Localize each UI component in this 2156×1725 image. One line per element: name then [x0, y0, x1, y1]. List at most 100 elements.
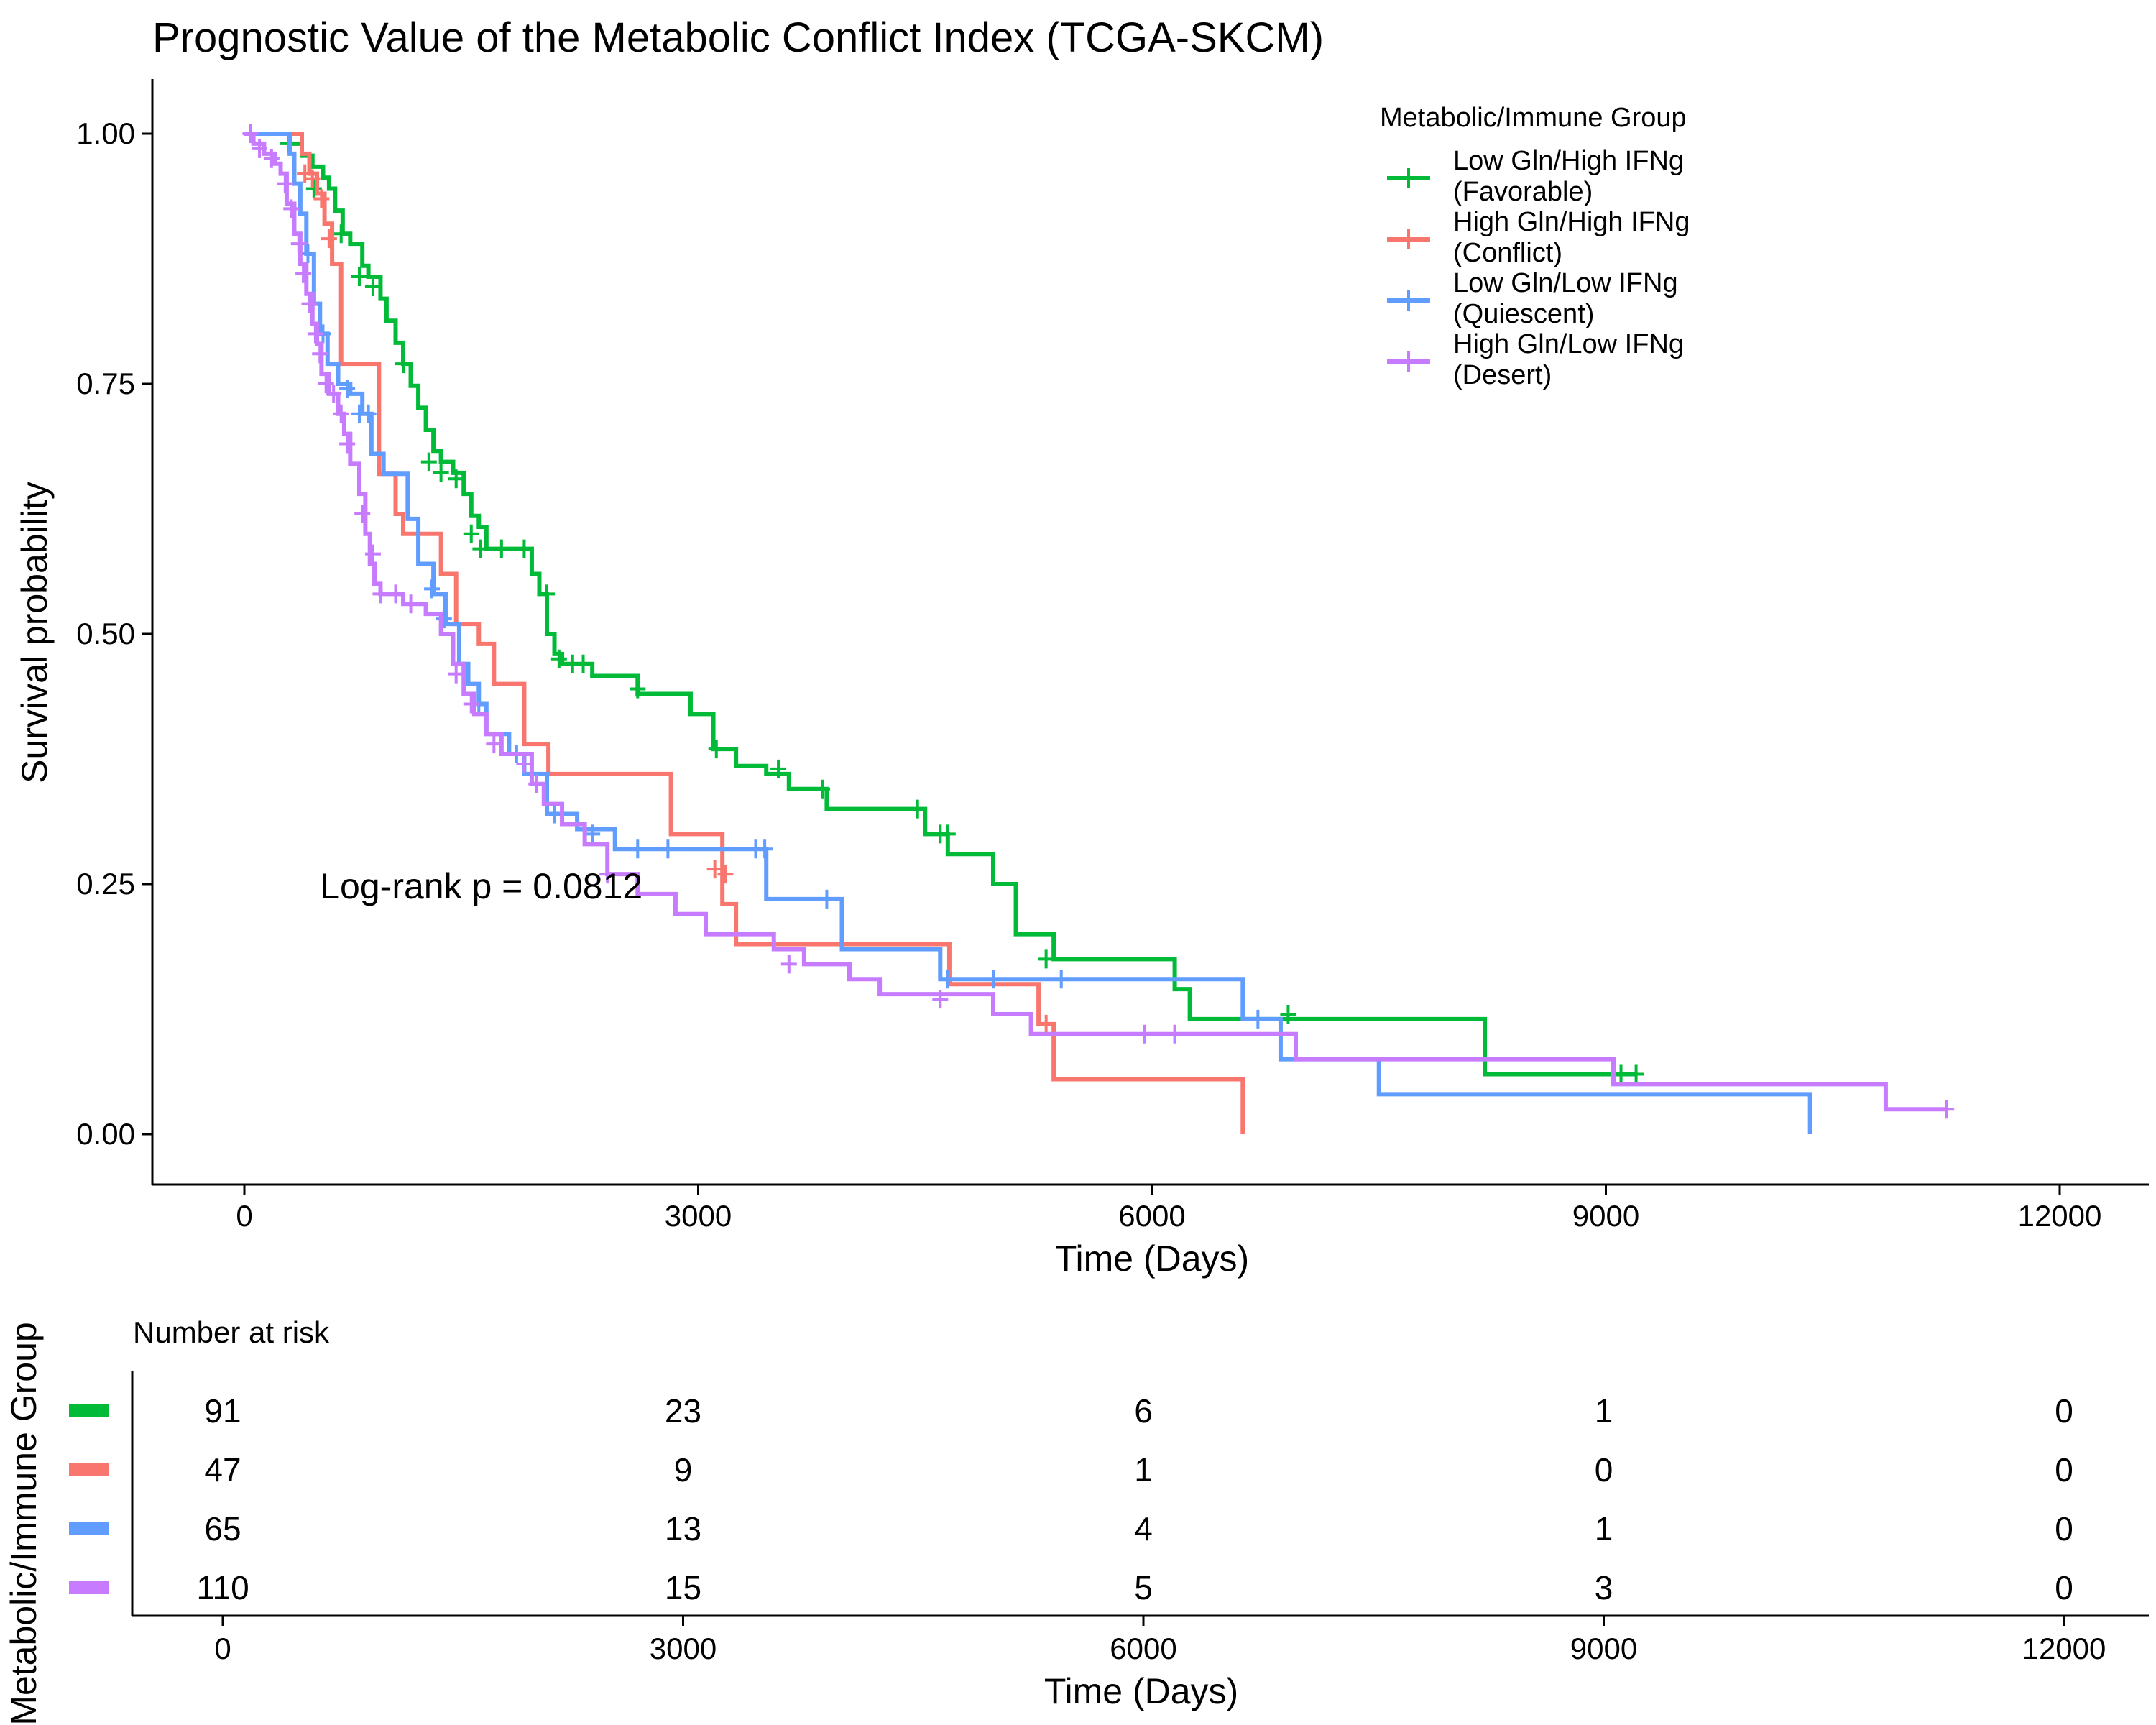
legend: Metabolic/Immune Group Low Gln/High IFNg… — [1380, 103, 1690, 390]
censor-mark — [1053, 970, 1069, 989]
risk-count: 47 — [204, 1451, 241, 1489]
censor-mark — [339, 379, 356, 398]
censor-mark — [307, 324, 323, 344]
censor-mark — [312, 344, 328, 364]
series-2 — [244, 132, 1245, 1134]
censor-mark — [550, 649, 567, 668]
censor-mark — [448, 469, 464, 489]
legend-title: Metabolic/Immune Group — [1380, 103, 1687, 133]
log-rank-annotation: Log-rank p = 0.0812 — [320, 866, 642, 906]
censor-mark — [575, 654, 591, 673]
censor-mark — [1280, 1004, 1296, 1024]
censor-mark — [706, 860, 723, 879]
censor-mark — [1038, 1014, 1054, 1034]
censor-mark — [263, 149, 280, 168]
censor-mark — [295, 264, 312, 283]
censor-mark — [539, 584, 555, 604]
censor-mark — [909, 799, 926, 819]
x-tick-label: 3000 — [665, 1199, 732, 1233]
censor-mark — [708, 740, 724, 759]
legend-items: Low Gln/High IFNg(Favorable)High Gln/Hig… — [1387, 146, 1690, 390]
y-tick-label: 1.00 — [76, 116, 135, 150]
censor-mark — [313, 189, 330, 208]
censor-mark — [387, 584, 404, 604]
x-tick-label: 6000 — [1118, 1199, 1185, 1233]
risk-x-tick-label: 3000 — [650, 1632, 717, 1665]
censor-mark — [351, 267, 367, 287]
risk-x-tick-label: 6000 — [1110, 1632, 1176, 1665]
censor-mark — [433, 463, 449, 482]
y-tick-label: 0.50 — [76, 617, 135, 650]
censor-mark — [1136, 1024, 1153, 1044]
censor-mark — [1038, 949, 1054, 969]
censor-mark — [939, 824, 956, 844]
censor-mark — [546, 804, 563, 824]
risk-count: 0 — [2055, 1510, 2073, 1547]
legend-item: Low Gln/Low IFNg(Quiescent) — [1387, 268, 1678, 329]
censor-mark — [301, 294, 318, 313]
risk-count: 1 — [1134, 1451, 1153, 1489]
risk-row: 91 23 6 1 0 — [69, 1392, 2073, 1430]
censor-mark — [660, 840, 676, 859]
legend-label: High Gln/High IFNg — [1453, 207, 1690, 237]
censor-mark — [472, 539, 489, 558]
risk-count: 5 — [1134, 1569, 1153, 1606]
censor-mark — [364, 277, 381, 296]
legend-label: (Desert) — [1453, 360, 1552, 390]
x-axis-ticks: 0 3000 6000 9000 12000 — [236, 1184, 2101, 1233]
censor-mark — [326, 384, 342, 403]
risk-table-title: Number at risk — [133, 1315, 330, 1349]
risk-x-tick-label: 12000 — [2022, 1632, 2106, 1665]
censor-mark — [516, 754, 533, 773]
y-axis-ticks: 0.00 0.25 0.50 0.75 1.00 — [76, 116, 152, 1151]
survival-curve-line — [244, 132, 1812, 1134]
censor-mark — [448, 664, 464, 684]
censor-mark — [516, 539, 533, 558]
legend-label: Low Gln/High IFNg — [1453, 146, 1684, 176]
censor-mark — [395, 354, 412, 374]
risk-count: 3 — [1595, 1569, 1613, 1606]
censor-mark — [290, 234, 307, 254]
legend-label: Low Gln/Low IFNg — [1453, 268, 1678, 298]
risk-count: 0 — [2055, 1392, 2073, 1430]
censor-mark — [717, 865, 734, 884]
risk-row: 65 13 4 1 0 — [69, 1510, 2073, 1547]
risk-x-axis-ticks: 0 3000 6000 9000 12000 — [214, 1616, 2106, 1665]
chart-title: Prognostic Value of the Metabolic Confli… — [152, 14, 1324, 61]
censor-mark — [814, 779, 831, 799]
survival-curve-line — [244, 132, 1636, 1077]
censor-mark — [630, 840, 646, 859]
censor-mark — [364, 544, 381, 564]
censor-mark — [300, 244, 316, 264]
censor-mark — [420, 452, 437, 472]
censor-mark — [333, 224, 349, 244]
x-tick-label: 0 — [236, 1199, 252, 1233]
censor-mark — [493, 539, 510, 558]
risk-x-tick-label: 9000 — [1570, 1632, 1637, 1665]
legend-label: (Quiescent) — [1453, 299, 1594, 329]
series-4 — [242, 124, 1955, 1119]
censor-mark — [1613, 1064, 1629, 1084]
censor-mark — [1938, 1100, 1955, 1119]
censor-mark — [304, 169, 321, 188]
censor-mark — [354, 504, 371, 523]
censor-mark — [932, 990, 949, 1009]
legend-label: (Favorable) — [1453, 177, 1593, 207]
censor-mark — [1250, 1009, 1266, 1029]
risk-count: 0 — [2055, 1569, 2073, 1606]
censor-mark — [402, 594, 419, 614]
survival-curve-line — [244, 132, 1245, 1134]
legend-label: (Conflict) — [1453, 238, 1562, 268]
risk-count: 15 — [665, 1569, 701, 1606]
legend-label: High Gln/Low IFNg — [1453, 329, 1684, 359]
censor-mark — [1166, 1024, 1183, 1044]
risk-count: 110 — [196, 1569, 249, 1606]
y-tick-label: 0.00 — [76, 1117, 135, 1151]
risk-count: 6 — [1134, 1392, 1153, 1430]
censor-mark — [283, 199, 300, 218]
y-tick-label: 0.25 — [76, 867, 135, 901]
risk-x-axis-title: Time (Days) — [1044, 1671, 1238, 1711]
